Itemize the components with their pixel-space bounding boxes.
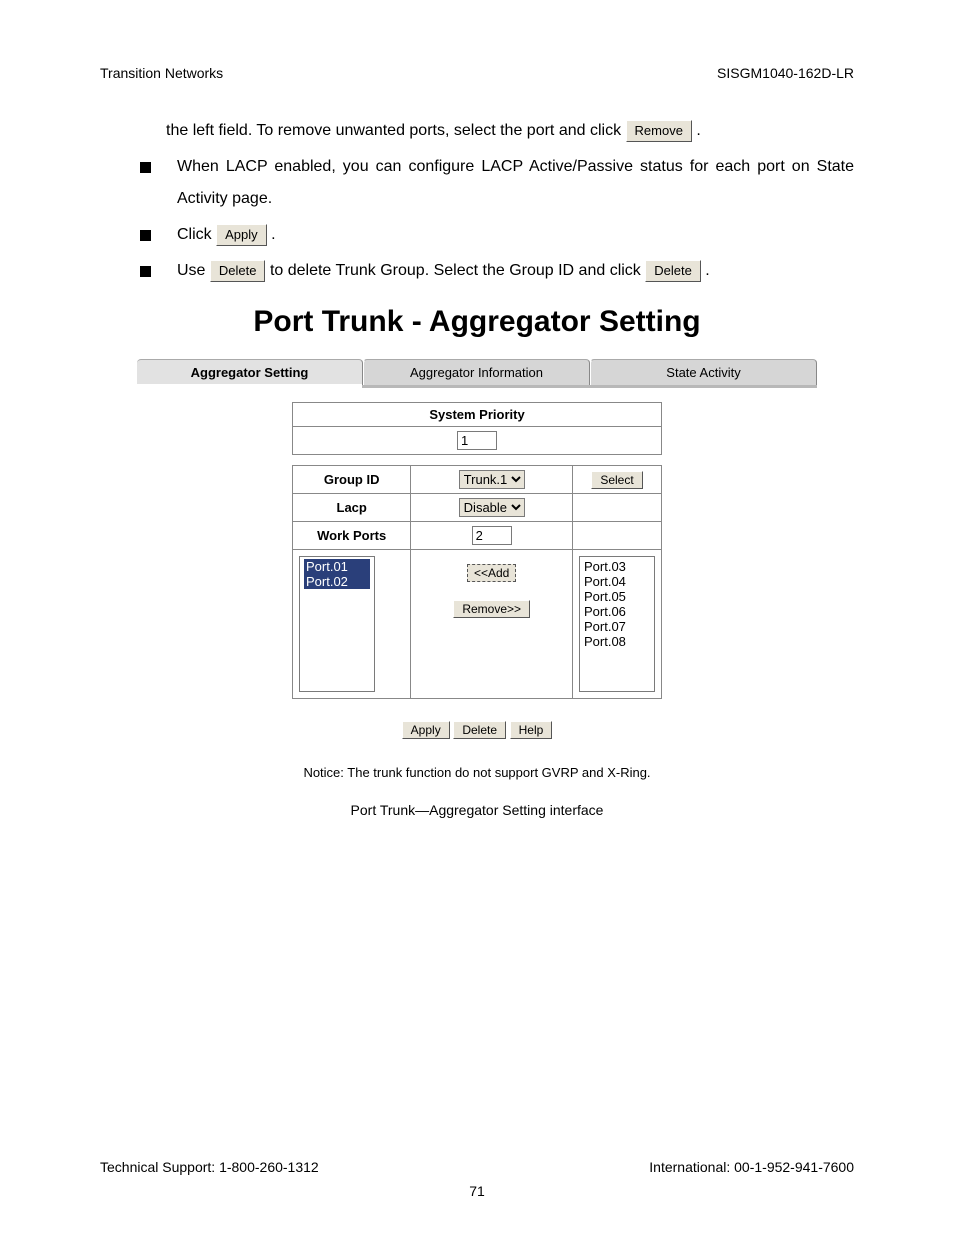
figure-caption: Port Trunk—Aggregator Setting interface — [100, 802, 854, 818]
work-ports-empty-cell — [573, 522, 662, 550]
bullet-3-content: Use Delete to delete Trunk Group. Select… — [177, 255, 854, 287]
bullet-2-content: Click Apply . — [177, 219, 854, 251]
page-footer: Technical Support: 1-800-260-1312 Intern… — [100, 1159, 854, 1175]
config-panel: System Priority Group ID Trunk.1 Select … — [292, 402, 662, 739]
tab-aggregator-information[interactable]: Aggregator Information — [363, 359, 590, 385]
work-ports-input[interactable] — [472, 526, 512, 545]
remove-button[interactable]: Remove — [626, 120, 692, 142]
action-buttons: Apply Delete Help — [292, 721, 662, 739]
add-button[interactable]: <<Add — [467, 564, 516, 582]
lacp-empty-cell — [573, 494, 662, 522]
apply-button[interactable]: Apply — [402, 721, 450, 739]
tab-state-activity[interactable]: State Activity — [590, 359, 817, 385]
footer-right: International: 00-1-952-941-7600 — [649, 1159, 854, 1175]
work-ports-cell — [411, 522, 573, 550]
system-priority-table: System Priority — [292, 402, 662, 455]
tabs: Aggregator Setting Aggregator Informatio… — [137, 359, 817, 385]
system-priority-label: System Priority — [293, 403, 662, 427]
select-cell: Select — [573, 466, 662, 494]
bullet-2-post: . — [271, 226, 275, 243]
left-ports-cell: Port.01 Port.02 — [293, 550, 411, 699]
work-ports-label: Work Ports — [293, 522, 411, 550]
group-config-table: Group ID Trunk.1 Select Lacp Disable — [292, 465, 662, 699]
system-priority-cell — [293, 427, 662, 455]
page-title: Port Trunk - Aggregator Setting — [100, 305, 854, 339]
bullet-3-post: . — [705, 262, 709, 279]
remove-button-list[interactable]: Remove>> — [453, 600, 530, 618]
intro-line: the left field. To remove unwanted ports… — [166, 115, 854, 147]
lacp-cell: Disable — [411, 494, 573, 522]
system-priority-input[interactable] — [457, 431, 497, 450]
delete-button-inline-1[interactable]: Delete — [210, 260, 266, 282]
right-ports-cell: Port.03 Port.04 Port.05 Port.06 Port.07 … — [573, 550, 662, 699]
bullet-2-pre: Click — [177, 226, 216, 243]
tab-aggregator-setting[interactable]: Aggregator Setting — [137, 359, 363, 385]
group-id-select[interactable]: Trunk.1 — [459, 470, 525, 489]
bullet-3: Use Delete to delete Trunk Group. Select… — [140, 255, 854, 287]
square-bullet-icon — [140, 266, 151, 277]
list-item[interactable]: Port.06 — [584, 604, 650, 619]
intro-text: the left field. To remove unwanted ports… — [166, 122, 626, 139]
footer-left: Technical Support: 1-800-260-1312 — [100, 1159, 319, 1175]
left-port-list[interactable]: Port.01 Port.02 — [299, 556, 375, 692]
notice-text: Notice: The trunk function do not suppor… — [100, 765, 854, 780]
list-item[interactable]: Port.02 — [304, 574, 370, 589]
page: Transition Networks SISGM1040-162D-LR th… — [0, 0, 954, 1235]
square-bullet-icon — [140, 230, 151, 241]
transfer-buttons-cell: <<Add Remove>> — [411, 550, 573, 699]
header-right: SISGM1040-162D-LR — [717, 65, 854, 81]
intro-suffix: . — [696, 122, 700, 139]
page-number: 71 — [0, 1183, 954, 1199]
lacp-select[interactable]: Disable — [459, 498, 525, 517]
group-id-cell: Trunk.1 — [411, 466, 573, 494]
right-port-list[interactable]: Port.03 Port.04 Port.05 Port.06 Port.07 … — [579, 556, 655, 692]
delete-button[interactable]: Delete — [453, 721, 506, 739]
apply-button-inline[interactable]: Apply — [216, 224, 267, 246]
header-left: Transition Networks — [100, 65, 223, 81]
list-item[interactable]: Port.08 — [584, 634, 650, 649]
help-button[interactable]: Help — [510, 721, 553, 739]
bullet-1: When LACP enabled, you can configure LAC… — [140, 151, 854, 215]
select-button[interactable]: Select — [591, 471, 642, 489]
square-bullet-icon — [140, 162, 151, 173]
list-item[interactable]: Port.05 — [584, 589, 650, 604]
list-item[interactable]: Port.04 — [584, 574, 650, 589]
list-item[interactable]: Port.03 — [584, 559, 650, 574]
bullet-1-text: When LACP enabled, you can configure LAC… — [177, 151, 854, 215]
list-item[interactable]: Port.01 — [304, 559, 370, 574]
delete-button-inline-2[interactable]: Delete — [645, 260, 701, 282]
lacp-label: Lacp — [293, 494, 411, 522]
group-id-label: Group ID — [293, 466, 411, 494]
bullet-3-pre: Use — [177, 262, 210, 279]
list-item[interactable]: Port.07 — [584, 619, 650, 634]
page-header: Transition Networks SISGM1040-162D-LR — [100, 65, 854, 81]
bullet-2: Click Apply . — [140, 219, 854, 251]
bullet-3-mid: to delete Trunk Group. Select the Group … — [270, 262, 645, 279]
